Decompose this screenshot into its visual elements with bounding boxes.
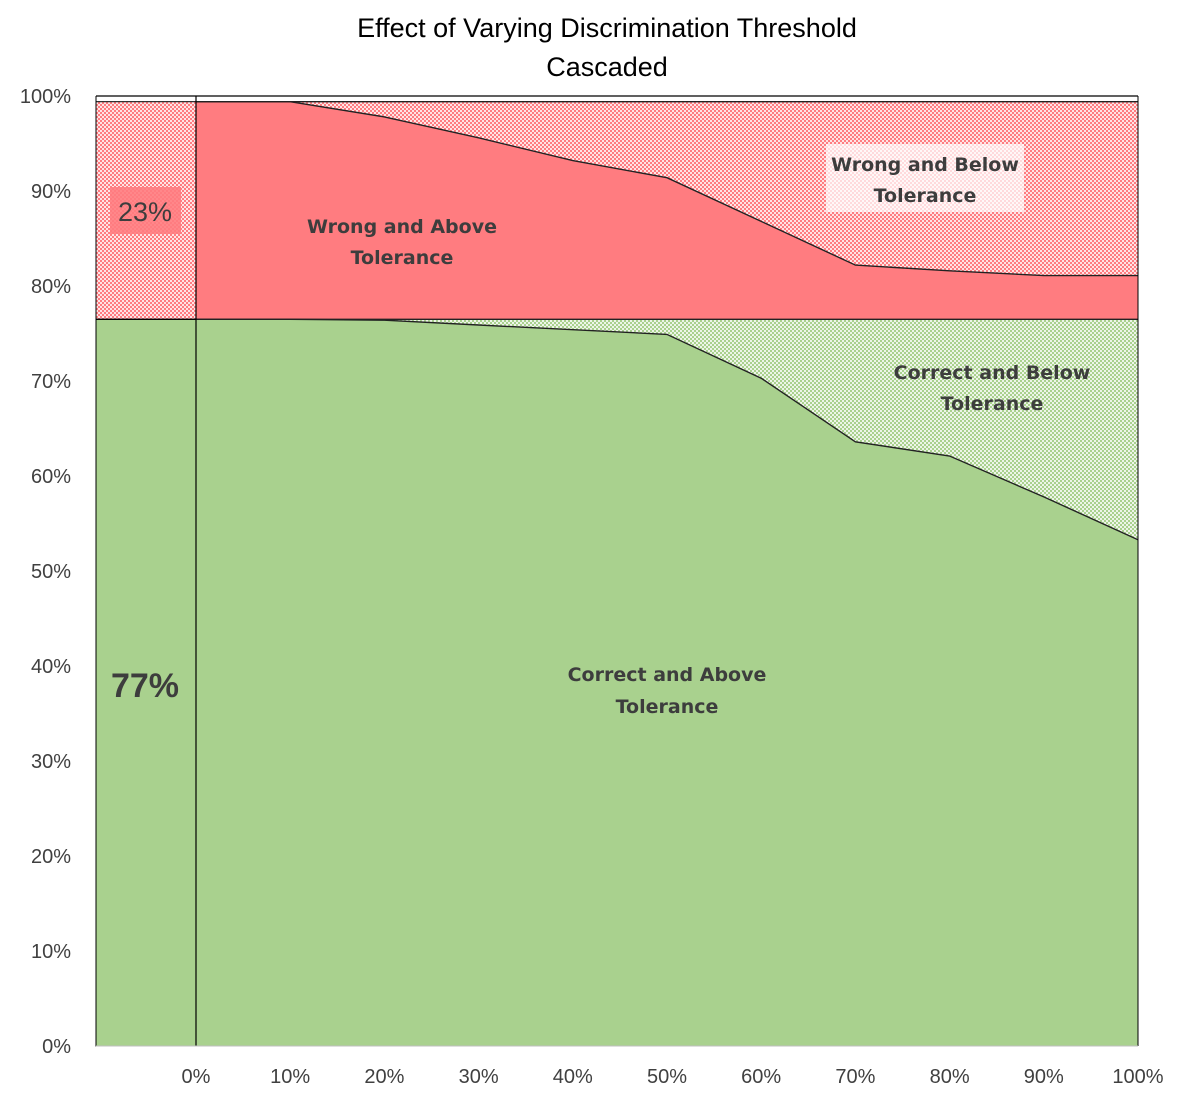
x-tick-label: 80% [930, 1066, 970, 1088]
y-tick-label: 30% [31, 751, 71, 773]
series-boundaries [196, 101, 1139, 541]
y-tick-label: 20% [31, 846, 71, 868]
wrong-percent-backdrop [110, 187, 181, 234]
x-tick-label: 0% [182, 1066, 211, 1088]
correct-percent-label: 77% [111, 667, 179, 705]
area-wrong-and-above-tolerance [196, 101, 1138, 320]
x-tick-label: 90% [1024, 1066, 1064, 1088]
x-tick-label: 10% [270, 1066, 310, 1088]
x-tick-label: 50% [647, 1066, 687, 1088]
y-tick-label: 0% [42, 1036, 71, 1058]
y-tick-label: 90% [31, 181, 71, 203]
correct-below-label-line1: Correct and Below [894, 362, 1091, 384]
wrong-above-label-line1: Wrong and Above [307, 216, 497, 238]
x-tick-label: 40% [553, 1066, 593, 1088]
wrong-below-label-line2: Tolerance [874, 185, 977, 207]
y-axis-ticks: 0% 10% 20% 30% 40% 50% 60% 70% 80% 90% 100% [20, 86, 71, 1058]
y-tick-label: 60% [31, 466, 71, 488]
x-tick-label: 70% [835, 1066, 875, 1088]
wrong-percent-label: 23% [118, 197, 172, 227]
area-correct-and-above-tolerance [196, 319, 1138, 1046]
reference-bar-correct [95, 318, 197, 1047]
correct-above-label-line1: Correct and Above [568, 664, 767, 686]
y-tick-label: 70% [31, 371, 71, 393]
boundary-line-3 [196, 101, 1138, 277]
y-tick-label: 10% [31, 941, 71, 963]
wrong-above-label-line2: Tolerance [351, 247, 454, 269]
area-correct-and-below-tolerance [196, 319, 1138, 540]
y-tick-label: 100% [20, 86, 71, 108]
x-tick-label: 30% [459, 1066, 499, 1088]
wrong-below-label-backdrop [826, 144, 1024, 212]
stacked-areas [196, 101, 1138, 1046]
chart-title: Effect of Varying Discrimination Thresho… [357, 13, 857, 43]
x-tick-label: 100% [1112, 1066, 1163, 1088]
x-axis-ticks: 0% 10% 20% 30% 40% 50% 60% 70% 80% 90% 100% [182, 1066, 1164, 1088]
x-tick-label: 60% [741, 1066, 781, 1088]
axes [95, 95, 1139, 1047]
wrong-below-label-line1: Wrong and Below [831, 154, 1019, 176]
chart-subtitle: Cascaded [546, 52, 668, 82]
correct-above-label-line2: Tolerance [616, 696, 719, 718]
y-tick-label: 40% [31, 656, 71, 678]
correct-below-label-line2: Tolerance [941, 393, 1044, 415]
y-tick-label: 80% [31, 276, 71, 298]
x-tick-label: 20% [364, 1066, 404, 1088]
reference-bar [95, 101, 1138, 1047]
y-tick-label: 50% [31, 561, 71, 583]
